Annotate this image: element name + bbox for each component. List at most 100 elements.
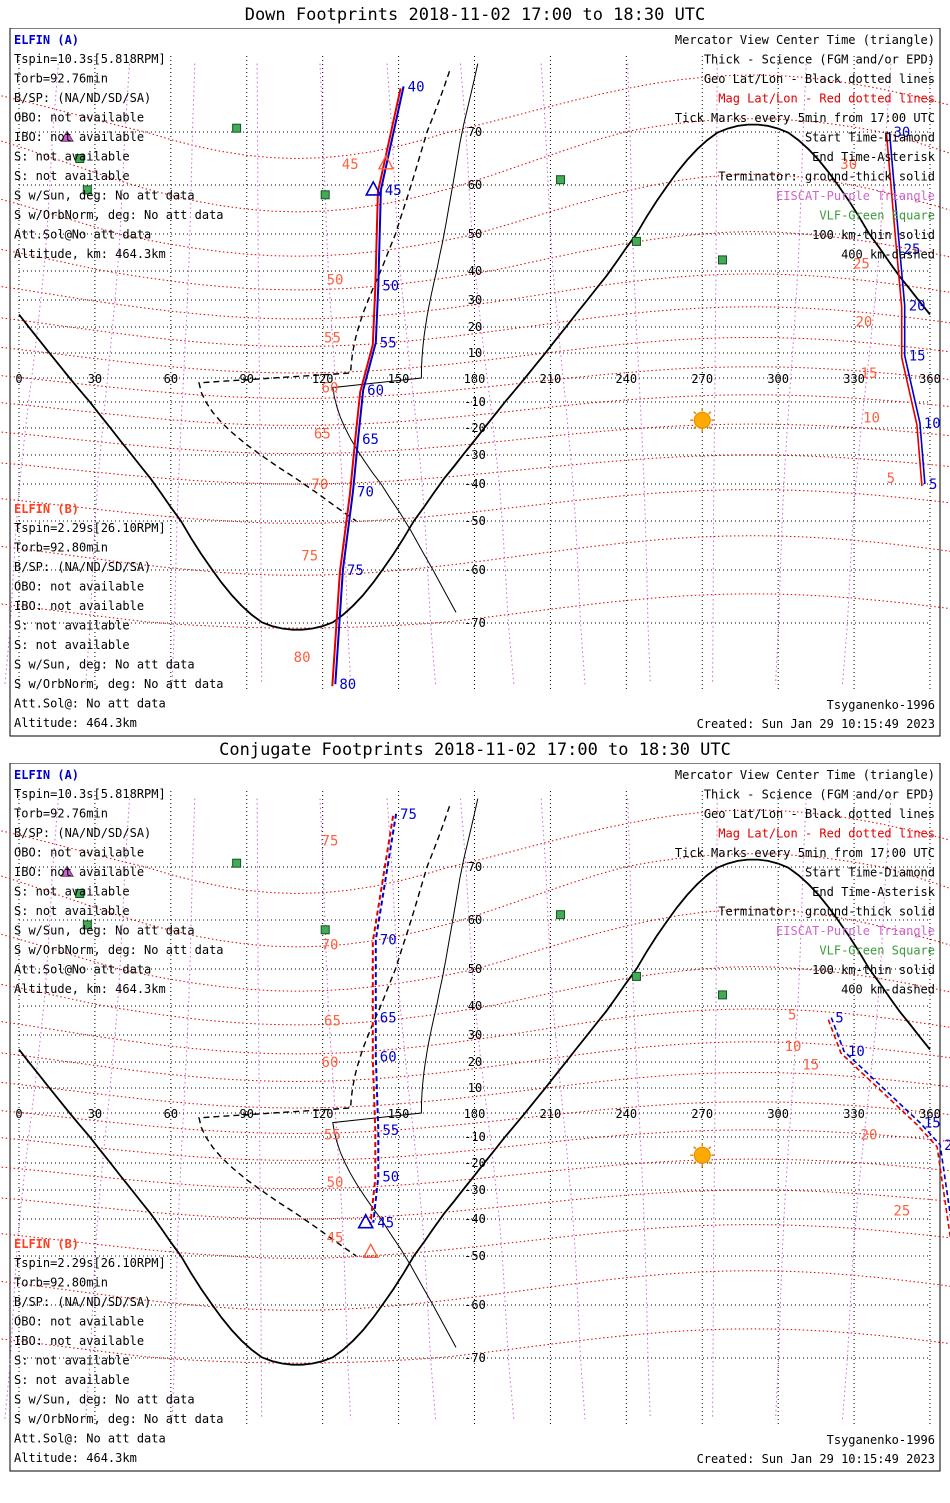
legend-line: EISCAT-Purple Triangle: [776, 189, 935, 203]
elfin-b-tick-label: 30: [840, 157, 857, 173]
mag-lat-line: [0, 118, 950, 213]
legend-line: Mag Lat/Lon - Red dotted lines: [718, 827, 935, 841]
lon-tick-label: 60: [164, 1107, 178, 1121]
vlf-green-square: [320, 925, 330, 935]
mag-lon-line: [85, 798, 130, 1420]
mag-lat-line: [0, 1224, 950, 1259]
mag-grid: [0, 63, 950, 685]
vlf-green-square: [75, 889, 85, 898]
elfin-a-tick-label: 80: [339, 677, 356, 693]
elfin-b-tick-label: 45: [342, 157, 359, 173]
view-center-markers: [357, 1213, 379, 1258]
lon-tick-label: 360: [919, 1107, 941, 1121]
elfin-a-tick-label: 70: [357, 484, 374, 500]
conjugate-footprints-map: 7570656055504551015202575706560555045510…: [0, 763, 950, 1472]
vlf-green-square: [631, 236, 641, 246]
mag-lon-line: [319, 798, 352, 1420]
lat-tick-label: 70: [468, 125, 482, 139]
elfin-b-tick-label: 25: [853, 257, 870, 273]
legend-line: 100 km-thin solid: [812, 963, 935, 977]
lon-tick-label: 300: [767, 372, 789, 386]
legend-line: Terminator: ground-thick solid: [718, 170, 935, 184]
elfin-a-line: B/SP: (NA/ND/SD/SA): [14, 826, 151, 840]
elfin-a-tick-label: 5: [929, 477, 937, 493]
legend-line: VLF-Green Square: [819, 944, 935, 958]
elfin-b-line: B/SP: (NA/ND/SD/SA): [14, 1295, 151, 1309]
mag-lon-line: [712, 798, 718, 1420]
terminator-ground-line: [18, 123, 931, 631]
elfin-a-line: Altitude, km: 464.3km: [14, 247, 166, 261]
mag-lat-line: [0, 535, 950, 576]
elfin-b-tick-label: 75: [301, 548, 318, 564]
elfin-a-info: ELFIN (A) Tspin=10.3s[5.818RPM] Torb=92.76…: [14, 768, 224, 996]
map-axis-labels: 0 30 60 90 120 150 180 210 240 270 300 330 360 70 60 50…: [15, 125, 940, 630]
elfin-b-header: ELFIN (B): [14, 502, 79, 516]
elfin-b-line: S w/OrbNorm, deg: No att data: [14, 677, 224, 691]
mag-lat-line: [0, 366, 950, 399]
legend-line: VLF-Green Square: [819, 209, 935, 223]
elfin-a-line: S: not available: [14, 885, 130, 899]
mag-lat-line: [0, 394, 950, 426]
mag-lon-line: [627, 63, 651, 685]
elfin-b-line: OBO: not available: [14, 580, 144, 594]
elfin-b-tick-label: 60: [322, 1055, 339, 1071]
legend-line: Thick - Science (FGM and/or EPD): [704, 53, 935, 67]
panel-title-down: Down Footprints 2018-11-02 17:00 to 18:3…: [244, 5, 706, 25]
elfin-a-tick-label: 45: [385, 183, 402, 199]
mag-lon-line: [4, 798, 59, 1420]
lon-tick-label: 330: [843, 372, 865, 386]
lat-tick-label: -20: [464, 1156, 486, 1170]
mag-lat-line: [0, 423, 950, 455]
lon-tick-label: 240: [615, 1107, 637, 1121]
mag-lat-line: [0, 1270, 950, 1311]
lon-tick-label: 120: [312, 372, 334, 386]
mag-lon-line: [775, 63, 807, 685]
lon-tick-label: 180: [464, 372, 486, 386]
lat-tick-label: 40: [468, 999, 482, 1013]
elfin-a-line: S: not available: [14, 150, 130, 164]
elfin-b-info: ELFIN (B) Tspin=2.29s[26.10RPM] Torb=92.80…: [14, 1237, 224, 1465]
elfin-b-line: S w/Sun, deg: No att data: [14, 1393, 195, 1407]
lat-tick-label: -60: [464, 1298, 486, 1312]
elfin-a-tick-label: 15: [909, 349, 926, 365]
lon-tick-label: 180: [464, 1107, 486, 1121]
lon-tick-label: 210: [540, 1107, 562, 1121]
lat-tick-label: -50: [464, 1249, 486, 1263]
mag-lon-line: [256, 798, 263, 1420]
lat-tick-label: -10: [464, 395, 486, 409]
mag-lon-line: [256, 63, 263, 685]
elfin-b-center-triangle: [377, 154, 395, 170]
mag-lat-line: [0, 489, 950, 524]
elfin-b-line: Torb=92.80min: [14, 541, 108, 555]
mag-lon-line: [386, 798, 436, 1420]
elfin-b-line: S: not available: [14, 619, 130, 633]
elfin-a-track: [372, 813, 398, 1223]
footprint-tracks: [369, 813, 950, 1241]
elfin-a-line: Torb=92.76min: [14, 72, 108, 86]
elfin-b-tick-label: 75: [322, 833, 339, 849]
elfin-b-tick-label: 80: [294, 650, 311, 666]
elfin-a-line: OBO: not available: [14, 846, 144, 860]
elfin-a-line: Att.Sol@No att data: [14, 228, 151, 242]
eiscat-purple-triangle: [60, 130, 74, 142]
lon-tick-label: 150: [388, 1107, 410, 1121]
lat-tick-label: -30: [464, 1183, 486, 1197]
elfin-a-line: Tspin=10.3s[5.818RPM]: [14, 52, 166, 66]
lat-tick-label: 30: [468, 1028, 482, 1042]
model-label: Tsyganenko-1996: [827, 1433, 935, 1447]
lon-tick-label: 90: [240, 372, 254, 386]
lon-tick-label: 330: [843, 1107, 865, 1121]
elfin-b-line: S: not available: [14, 1373, 130, 1387]
terminator-400km-line: [198, 805, 451, 1257]
lat-tick-label: -40: [464, 477, 486, 491]
mag-lat-line: [0, 809, 950, 895]
mag-lon-line: [85, 63, 130, 685]
vlf-green-square: [717, 255, 727, 265]
elfin-a-tick-label: 60: [367, 383, 384, 399]
vlf-green-square: [75, 154, 85, 163]
mag-lat-line: [0, 1101, 950, 1134]
elfin-b-line: Altitude: 464.3km: [14, 1451, 137, 1465]
lon-tick-label: 270: [691, 372, 713, 386]
legend-line: Geo Lat/Lon - Black dotted lines: [704, 807, 935, 821]
elfin-a-track-east: [830, 1017, 950, 1219]
